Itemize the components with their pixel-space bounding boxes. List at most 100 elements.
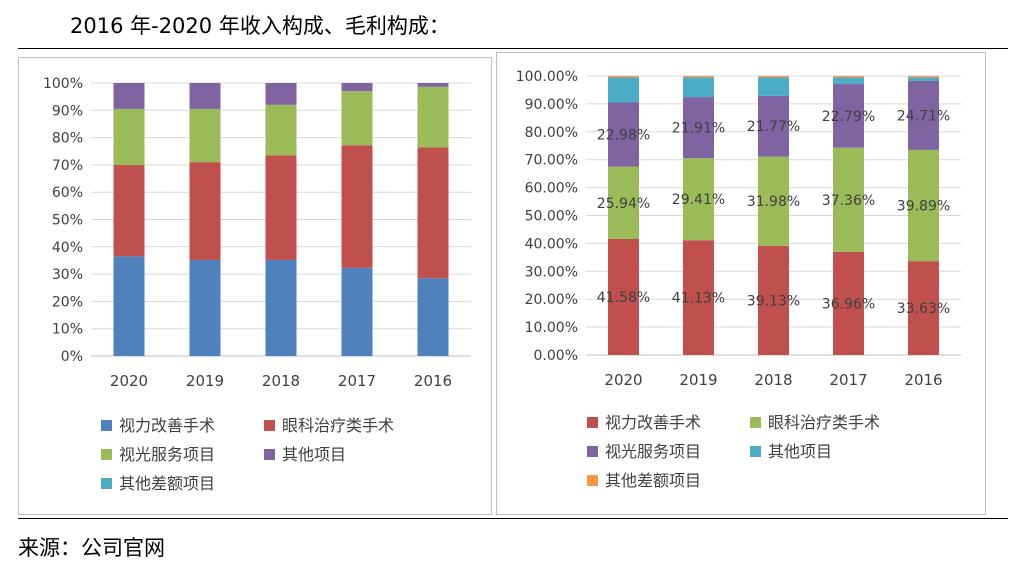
bar-segment (341, 83, 373, 92)
x-tick-label: 2018 (262, 372, 300, 390)
legend-swatch (264, 420, 275, 431)
y-tick-label: 50% (52, 213, 83, 229)
bar-segment (113, 164, 145, 257)
y-tick-label: 30% (52, 267, 83, 283)
legend-label: 眼科治疗类手术 (282, 416, 394, 435)
bar-segment (908, 77, 939, 81)
data-label: 36.96% (822, 296, 875, 312)
x-tick-label: 2016 (904, 371, 942, 389)
bar-segment (113, 83, 145, 109)
x-tick-label: 2017 (338, 372, 376, 390)
legend-swatch (587, 475, 598, 486)
x-tick-label: 2017 (829, 371, 867, 389)
bar-segment (683, 240, 714, 355)
bar-segment (608, 77, 639, 103)
legend-label: 视力改善手术 (119, 416, 215, 435)
bar-segment (189, 83, 221, 109)
legend-label: 视光服务项目 (605, 442, 701, 461)
bottom-rule (18, 518, 1008, 519)
x-tick-label: 2016 (414, 372, 452, 390)
bar-segment (608, 166, 639, 239)
x-tick-label: 2019 (186, 372, 224, 390)
bar-segment (417, 278, 449, 356)
source-note: 来源：公司官网 (18, 536, 165, 560)
y-tick-label: 10.00% (525, 320, 578, 336)
bar-segment (189, 108, 221, 163)
y-tick-label: 80.00% (525, 125, 578, 141)
bar-segment (683, 76, 714, 78)
y-tick-label: 100.00% (516, 69, 578, 85)
bar-segment (758, 156, 789, 246)
data-label: 41.13% (672, 291, 725, 307)
legend-label: 视光服务项目 (119, 445, 215, 464)
bar-segment (833, 251, 864, 355)
bar-segment (189, 259, 221, 356)
x-tick-label: 2018 (754, 371, 792, 389)
bar-segment (341, 267, 373, 356)
data-label: 25.94% (597, 196, 650, 212)
legend-label: 其他项目 (282, 445, 346, 464)
y-tick-label: 90% (52, 103, 83, 119)
y-tick-label: 60.00% (525, 181, 578, 197)
gross-profit-chart: 0.00% 10.00% 20.00% 30.00% 40.00% 50.00% 60.00… (516, 69, 961, 490)
bar-segment (417, 147, 449, 279)
bar-segment (608, 76, 639, 78)
bar-segment (908, 149, 939, 262)
bar-segment (683, 158, 714, 241)
y-tick-label: 90.00% (525, 97, 578, 113)
y-tick-label: 70.00% (525, 153, 578, 169)
data-label: 39.89% (897, 199, 950, 215)
bar-segment (758, 95, 789, 157)
legend-label: 其他项目 (768, 442, 832, 461)
legend-swatch (101, 478, 112, 489)
data-label: 21.91% (672, 121, 725, 137)
bar-segment (758, 245, 789, 355)
gross-profit-chart-panel: 0.00% 10.00% 20.00% 30.00% 40.00% 50.00% 60.00… (496, 52, 986, 515)
bar-segment (113, 108, 145, 165)
bar-segment (608, 102, 639, 167)
bar-segment (341, 91, 373, 146)
revenue-chart: 0% 10% 20% 30% 40% 50% 60% 70% 80% 90% 100% 2020 201… (43, 76, 471, 493)
y-tick-label: 30.00% (525, 264, 578, 280)
bar-segment (758, 77, 789, 96)
data-label: 39.13% (747, 293, 800, 309)
y-tick-label: 100% (43, 76, 83, 92)
data-label: 41.58% (597, 290, 650, 306)
bar-segment (758, 76, 789, 78)
bar-segment (908, 80, 939, 150)
bar-segment (833, 147, 864, 252)
legend-label: 其他差额项目 (119, 474, 215, 493)
y-tick-label: 40.00% (525, 236, 578, 252)
bar-segment (683, 97, 714, 159)
data-label: 29.41% (672, 192, 725, 208)
bar-segment (683, 77, 714, 98)
data-label: 21.77% (747, 119, 800, 135)
x-tick-label: 2020 (604, 371, 642, 389)
legend-label: 视力改善手术 (605, 413, 701, 432)
bar-segment (608, 238, 639, 355)
y-tick-label: 50.00% (525, 209, 578, 225)
bar-segment (833, 77, 864, 85)
data-label: 22.98% (597, 128, 650, 144)
y-tick-label: 0.00% (534, 348, 578, 364)
y-tick-label: 70% (52, 158, 83, 174)
y-tick-label: 20% (52, 294, 83, 310)
top-rule (18, 48, 1008, 49)
revenue-chart-panel: 0% 10% 20% 30% 40% 50% 60% 70% 80% 90% 100% 2020 201… (18, 57, 492, 515)
bar-segment (341, 145, 373, 268)
y-tick-label: 0% (61, 349, 83, 365)
data-label: 31.98% (747, 194, 800, 210)
bar-segment (833, 84, 864, 148)
y-tick-label: 10% (52, 322, 83, 338)
bar-segment (833, 75, 864, 78)
data-label: 33.63% (897, 301, 950, 317)
y-tick-label: 40% (52, 240, 83, 256)
bar-segment (417, 83, 449, 87)
bar-segment (265, 83, 297, 105)
legend-swatch (750, 417, 761, 428)
y-tick-label: 20.00% (525, 292, 578, 308)
legend-swatch (264, 449, 275, 460)
legend-label: 眼科治疗类手术 (768, 413, 880, 432)
data-label: 37.36% (822, 193, 875, 209)
bar-segment (265, 259, 297, 356)
